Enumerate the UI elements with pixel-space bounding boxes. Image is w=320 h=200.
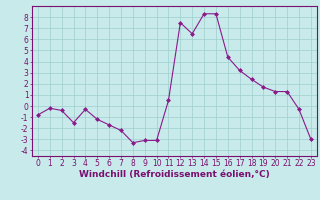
X-axis label: Windchill (Refroidissement éolien,°C): Windchill (Refroidissement éolien,°C) <box>79 170 270 179</box>
